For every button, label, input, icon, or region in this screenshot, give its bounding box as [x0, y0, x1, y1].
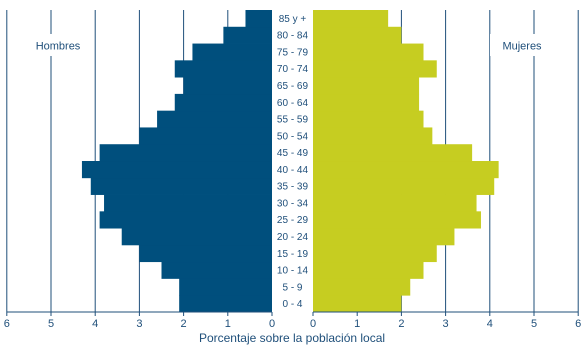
bar-mujeres [313, 93, 420, 112]
x-axis-right: 0 1 2 3 4 5 6 [310, 311, 581, 330]
bar-hombres [179, 278, 272, 296]
age-group-label: 85 y + [279, 14, 307, 25]
tick-label-left: 6 [4, 318, 10, 330]
x-axis-title: Porcentaje sobre la población local [199, 331, 385, 345]
x-axis-left: 6 5 4 3 2 1 0 [4, 311, 275, 330]
age-group-label: 30 - 34 [277, 198, 309, 209]
age-group-label: 35 - 39 [277, 182, 309, 193]
bar-hombres [183, 77, 272, 95]
age-group-label: 0 - 4 [282, 299, 302, 310]
bar-hombres [99, 211, 273, 229]
bar-hombres [99, 144, 273, 162]
tick-label-left: 5 [48, 318, 54, 330]
age-group-label: 55 - 59 [277, 115, 309, 126]
age-group-label: 45 - 49 [277, 148, 309, 159]
tick-label-right: 0 [310, 318, 316, 330]
age-group-label: 75 - 79 [277, 47, 309, 58]
tick-label-right: 2 [398, 318, 404, 330]
tick-label-left: 3 [136, 318, 142, 330]
tick-label-right: 6 [575, 318, 581, 330]
bar-mujeres [313, 228, 455, 246]
tick-label-left: 0 [269, 318, 275, 330]
bar-mujeres [313, 77, 420, 95]
bar-mujeres [313, 244, 437, 263]
bar-mujeres [313, 43, 424, 61]
age-group-label: 65 - 69 [277, 81, 309, 92]
age-group-label: 80 - 84 [277, 31, 309, 42]
age-group-label: 20 - 24 [277, 232, 309, 243]
age-group-label: 60 - 64 [277, 98, 309, 109]
bar-mujeres [313, 211, 481, 229]
bar-mujeres [313, 26, 402, 44]
age-group-label: 70 - 74 [277, 64, 309, 75]
bar-hombres [223, 26, 272, 44]
bar-mujeres [313, 278, 411, 296]
bar-hombres [161, 261, 272, 279]
legend-mujeres-bg [490, 34, 554, 56]
tick-label-left: 2 [181, 318, 187, 330]
bar-hombres [81, 161, 272, 179]
age-group-label: 15 - 19 [277, 249, 309, 260]
bar-hombres [179, 295, 272, 313]
bar-hombres [139, 244, 272, 263]
bar-hombres [174, 60, 272, 78]
legend-mujeres: Mujeres [502, 41, 542, 53]
tick-label-left: 1 [225, 318, 231, 330]
bar-hombres [139, 127, 272, 145]
tick-label-right: 4 [487, 318, 493, 330]
tick-label-left: 4 [92, 318, 98, 330]
age-group-label: 10 - 14 [277, 266, 309, 277]
age-group-label: 50 - 54 [277, 131, 309, 142]
tick-label-right: 3 [443, 318, 449, 330]
bar-mujeres [313, 295, 402, 313]
legend-hombres-bg [26, 34, 90, 56]
bar-hombres [192, 43, 272, 61]
bars-mujeres [313, 10, 499, 313]
bar-hombres [174, 93, 272, 112]
bar-mujeres [313, 161, 499, 179]
tick-label-right: 1 [354, 318, 360, 330]
bar-mujeres [313, 144, 473, 162]
bar-mujeres [313, 177, 495, 195]
age-group-labels: 0 - 4 5 - 9 10 - 14 15 - 19 20 - 24 25 - 29 30… [277, 14, 309, 310]
bar-hombres [245, 10, 272, 28]
bar-hombres [90, 177, 272, 195]
bar-mujeres [313, 194, 477, 212]
bar-mujeres [313, 127, 433, 145]
bar-mujeres [313, 10, 389, 28]
bar-hombres [157, 110, 272, 128]
age-group-label: 5 - 9 [282, 282, 302, 293]
legend-hombres: Hombres [36, 41, 81, 53]
bar-mujeres [313, 110, 424, 128]
bar-mujeres [313, 261, 424, 279]
bar-hombres [121, 228, 272, 246]
bar-hombres [104, 194, 272, 212]
tick-label-right: 5 [531, 318, 537, 330]
age-group-label: 40 - 44 [277, 165, 309, 176]
bar-mujeres [313, 60, 437, 78]
bars-hombres [81, 10, 273, 313]
age-group-label: 25 - 29 [277, 215, 309, 226]
